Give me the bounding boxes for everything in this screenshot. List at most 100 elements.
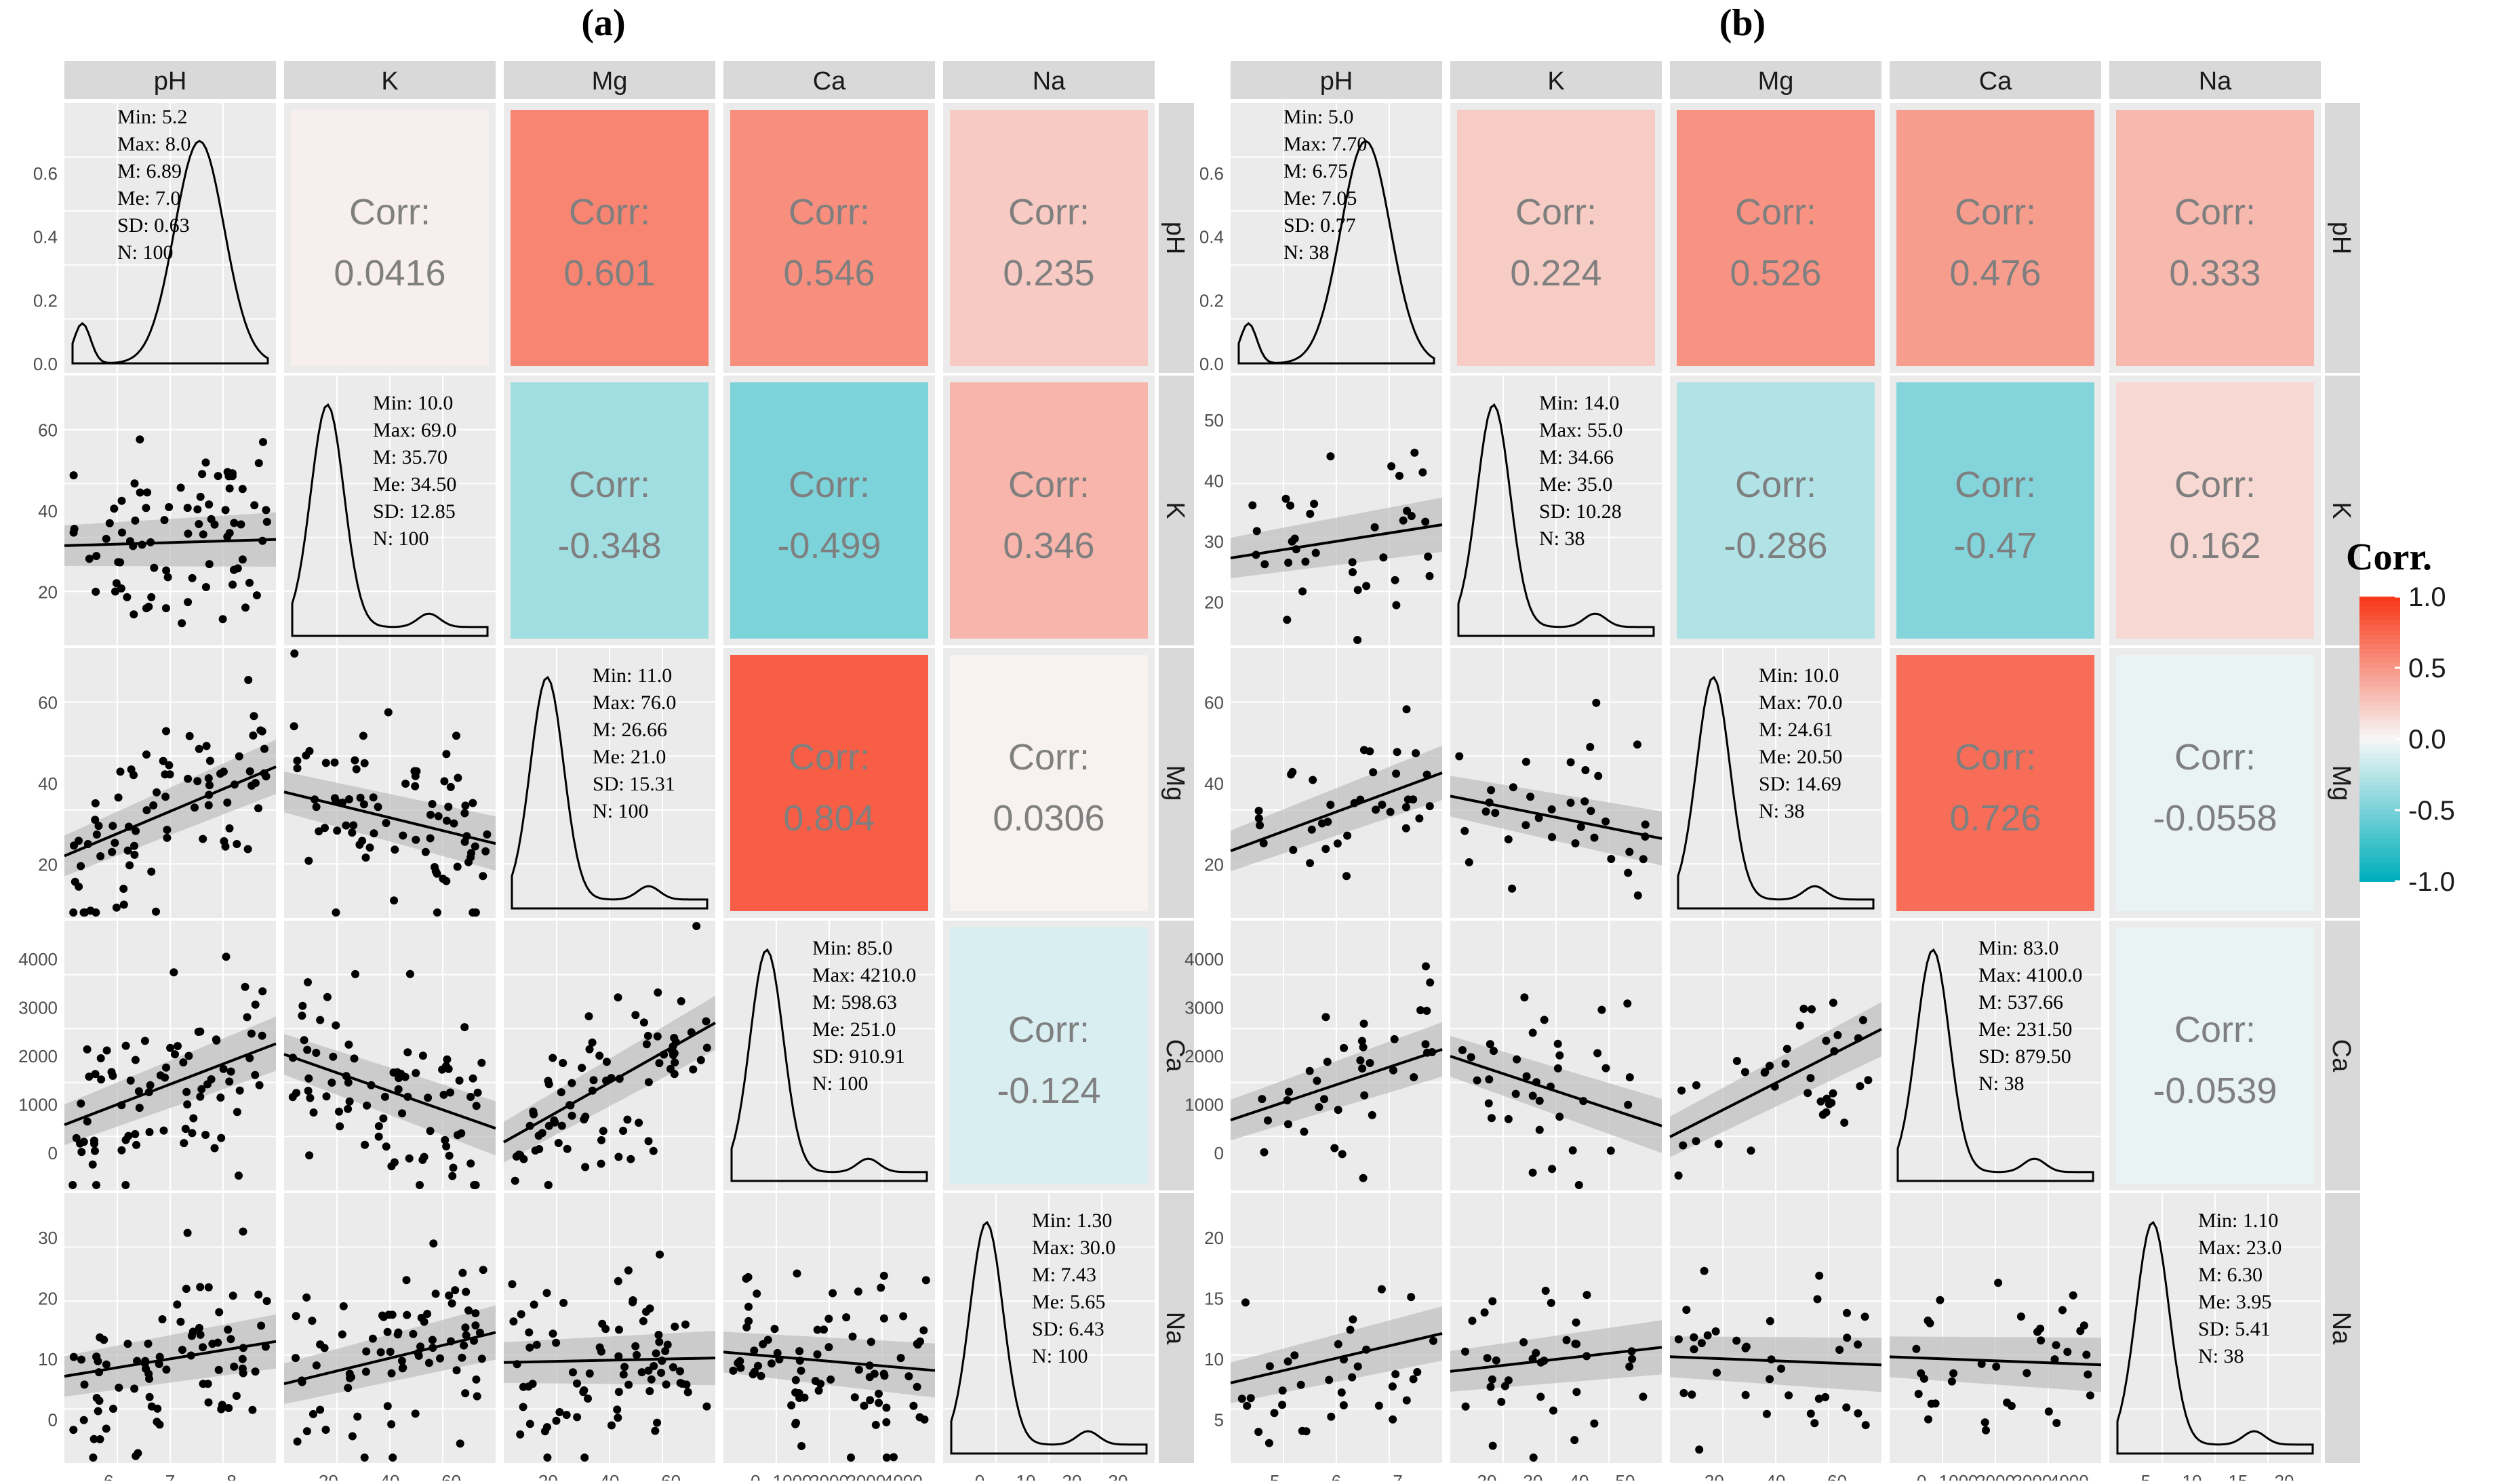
scatter-point	[382, 819, 391, 827]
scatter-point	[179, 1058, 188, 1067]
col-tick-k: 60	[441, 1471, 461, 1481]
scatter-point	[1624, 1100, 1633, 1109]
scatter-point	[1540, 1016, 1549, 1024]
column-label-na: Na	[1033, 67, 1066, 96]
scatter-point	[444, 803, 453, 811]
scatter-point	[201, 458, 210, 467]
scatter-point	[402, 1276, 411, 1285]
stat-ph-0: Min: 5.0	[1283, 106, 1353, 128]
scatter-point	[257, 1321, 266, 1330]
scatter-point	[327, 1079, 336, 1087]
scatter-point	[247, 1029, 256, 1038]
corr-value-mg-na: 0.0306	[993, 798, 1104, 839]
scatter-point	[1487, 786, 1496, 795]
col-tick-ca: 2000	[810, 1471, 849, 1481]
scatter-point	[262, 1297, 271, 1306]
scatter-point	[1413, 1367, 1422, 1376]
scatter-point	[1590, 1419, 1599, 1428]
scatter-point	[68, 1181, 77, 1189]
scatter-point	[130, 850, 139, 859]
corr-value-mg-ca: 0.804	[783, 798, 875, 839]
scatter-point	[94, 822, 103, 830]
scatter-point	[654, 1331, 663, 1339]
stat-ca-4: SD: 910.91	[812, 1045, 905, 1068]
scatter-point	[163, 833, 172, 842]
scatter-point	[248, 1405, 257, 1414]
scatter-point	[83, 1117, 92, 1126]
scatter-point	[1334, 1106, 1342, 1115]
scatter-point	[203, 1380, 212, 1388]
density-curve-mg	[511, 675, 709, 910]
scatter-point	[770, 1325, 779, 1333]
legend-color-step	[2359, 597, 2400, 602]
scatter-point	[1468, 1317, 1477, 1325]
scatter-point	[1360, 1091, 1369, 1100]
scatter-point	[915, 1413, 924, 1422]
row-tick-k: 40	[38, 501, 58, 521]
row-tick-mg: 60	[38, 693, 58, 713]
confidence-band	[1231, 1306, 1442, 1403]
scatter-point	[1814, 1395, 1823, 1403]
stat-ca-5: N: 100	[812, 1072, 869, 1095]
scatter-point	[692, 922, 701, 930]
scatter-point	[142, 604, 151, 613]
scatter-point	[904, 1372, 913, 1381]
scatter-point	[1914, 1390, 1923, 1399]
scatter-point	[557, 1121, 566, 1130]
row-tick-na: 15	[1204, 1288, 1224, 1308]
scatter-point	[121, 1136, 130, 1144]
scatter-point	[416, 1342, 424, 1351]
panel-a: (a) pH K Mg Ca Na pH K Mg Ca Na Min: 5.2 Max: 8.0 M: …	[18, 2, 1194, 1484]
scatter-point	[639, 1018, 648, 1027]
row-tick-na: 0	[48, 1409, 58, 1430]
scatter-point	[528, 1380, 537, 1388]
scatter-point	[639, 1317, 648, 1325]
scatter-point	[187, 1331, 196, 1340]
scatter-point	[163, 573, 172, 582]
legend-color-step	[2359, 877, 2400, 882]
scatter-point	[195, 1323, 203, 1332]
scatter-point	[308, 1409, 317, 1418]
scatter-point	[1307, 825, 1316, 834]
scatter-point	[418, 1051, 427, 1060]
stat-mg-0: Min: 11.0	[593, 664, 672, 687]
corr-value-mg-na: -0.0558	[2153, 798, 2277, 839]
scatter-point	[305, 746, 314, 755]
scatter-point	[135, 1104, 144, 1112]
scatter-point	[879, 1271, 888, 1280]
scatter-point	[230, 519, 239, 527]
scatter-point	[362, 1347, 371, 1356]
row-label-k: K	[2327, 502, 2355, 519]
corr-label: Corr:	[2174, 737, 2256, 778]
scatter-point	[216, 769, 224, 778]
scatter-point	[344, 1078, 353, 1087]
scatter-point	[1366, 1059, 1374, 1067]
stat-mg-1: Max: 76.0	[593, 691, 676, 714]
stat-na-2: M: 7.43	[1032, 1264, 1096, 1286]
col-tick-ph: 5	[1270, 1471, 1279, 1481]
scatter-point	[214, 472, 222, 481]
scatter-point	[97, 1075, 106, 1084]
scatter-point	[412, 835, 420, 844]
scatter-point	[1426, 978, 1435, 987]
scatter-point	[216, 1094, 225, 1102]
scatter-point	[69, 908, 78, 917]
scatter-point	[196, 1330, 205, 1339]
scatter-point	[374, 1122, 383, 1131]
scatter-point	[471, 842, 479, 851]
scatter-point	[411, 1409, 420, 1418]
scatter-point	[1357, 1037, 1366, 1045]
scatter-point	[1521, 757, 1530, 766]
scatter-point	[344, 1384, 353, 1392]
legend-color-step	[2359, 729, 2400, 735]
scatter-point	[531, 1146, 540, 1155]
scatter-point	[1278, 1386, 1287, 1395]
scatter-point	[1761, 1068, 1770, 1077]
scatter-point	[661, 1346, 670, 1355]
legend-tick-label: 1.0	[2408, 582, 2446, 612]
scatter-point	[80, 1380, 89, 1389]
scatter-point	[643, 1032, 652, 1040]
legend-color-step	[2359, 616, 2400, 621]
scatter-point	[671, 1322, 679, 1331]
legend-color-step	[2359, 611, 2400, 616]
